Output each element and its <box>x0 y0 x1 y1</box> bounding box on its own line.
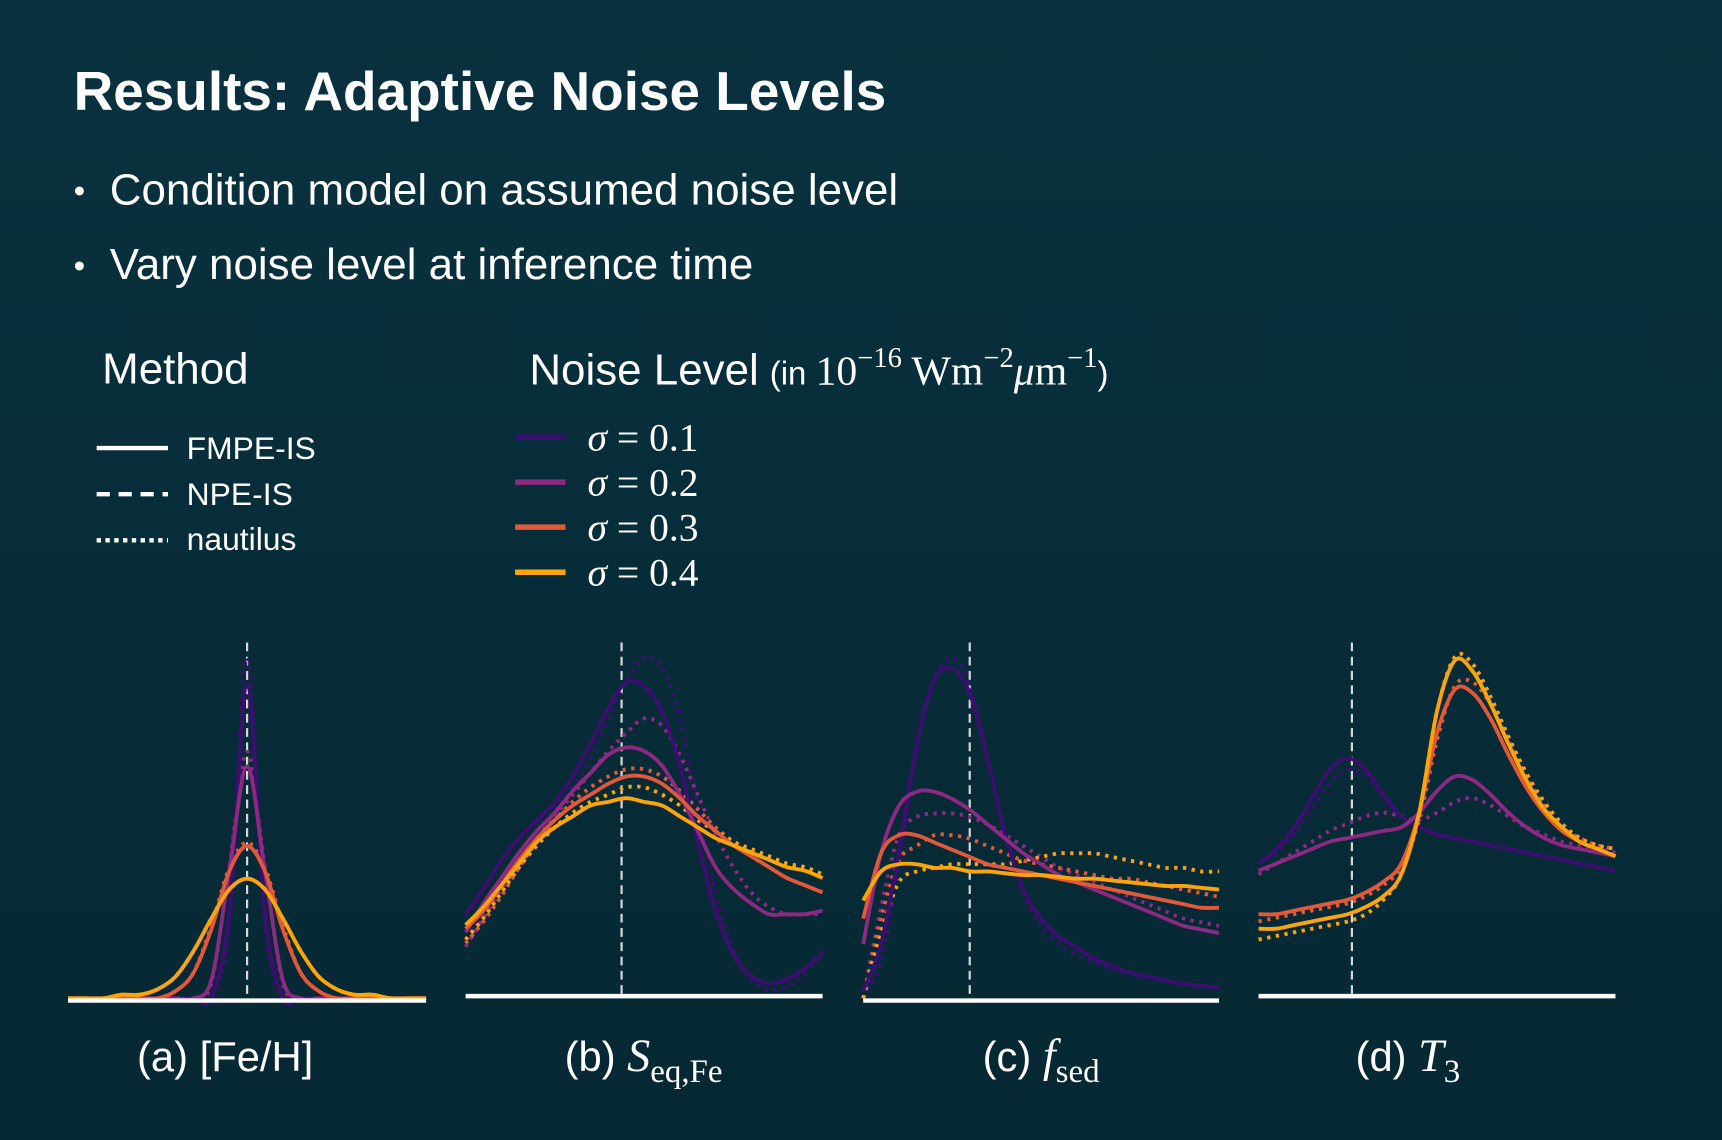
density-curve-fmpe-is-0.1 <box>1257 756 1616 873</box>
density-curve-fmpe-is-0.4 <box>861 861 1220 902</box>
bullet-glyph: • <box>74 247 86 284</box>
density-curve-nautilus-0.2 <box>1257 796 1616 876</box>
method-legend: Method FMPE-IS NPE-IS nautilus <box>96 344 316 557</box>
density-curve-fmpe-is-0.2 <box>861 788 1220 945</box>
density-panel: (b) Seq,Fe <box>463 642 825 1090</box>
bullet-glyph: • <box>74 172 86 209</box>
bullet-list: • Condition model on assumed noise level… <box>74 165 899 289</box>
noise-legend-label: σ = 0.3 <box>588 505 699 549</box>
method-legend-title: Method <box>102 344 248 393</box>
density-curve-fmpe-is-0.4 <box>1258 656 1617 931</box>
panel-label: (b) Seq,Fe <box>565 1030 723 1090</box>
noise-legend-label: σ = 0.1 <box>588 415 699 459</box>
density-curve-fmpe-is-0.2 <box>1257 773 1616 873</box>
density-curve-fmpe-is-0.4 <box>464 796 824 927</box>
noise-legend: Noise Level (in 10−16 Wm−2μm−1) σ = 0.1σ … <box>515 343 1109 594</box>
slide-title: Results: Adaptive Noise Levels <box>74 60 887 122</box>
panel-label: (c) fsed <box>983 1030 1100 1090</box>
method-legend-label: FMPE-IS <box>187 430 316 466</box>
density-panel: (c) fsed <box>861 642 1220 1090</box>
density-curve-fmpe-is-0.1 <box>464 678 824 986</box>
noise-legend-title: Noise Level (in 10−16 Wm−2μm−1) <box>529 343 1108 395</box>
noise-legend-label: σ = 0.2 <box>588 460 699 504</box>
density-curve-nautilus-0.4 <box>464 784 824 941</box>
density-panel: (d) T3 <box>1257 642 1617 1090</box>
bullet-item: Condition model on assumed noise level <box>110 165 898 214</box>
noise-legend-label: σ = 0.4 <box>588 550 699 594</box>
density-curve-fmpe-is-0.2 <box>464 745 823 934</box>
method-legend-label: NPE-IS <box>187 476 293 512</box>
bullet-item: Vary noise level at inference time <box>110 240 753 289</box>
density-curve-fmpe-is-0.3 <box>464 773 824 931</box>
panel-label: (a) [Fe/H] <box>137 1033 313 1080</box>
density-curve-fmpe-is-0.4 <box>68 876 427 1001</box>
density-curve-fmpe-is-0.1 <box>861 665 1220 992</box>
panel-label: (d) T3 <box>1356 1030 1461 1090</box>
density-panel: (a) [Fe/H] <box>68 642 427 1080</box>
density-panels: (a) [Fe/H] (b) Seq,Fe (c) fsed (d) T3 <box>68 642 1617 1090</box>
method-legend-label: nautilus <box>187 521 297 557</box>
density-curve-nautilus-0.2 <box>861 811 1220 999</box>
density-curve-fmpe-is-0.3 <box>1258 684 1617 917</box>
